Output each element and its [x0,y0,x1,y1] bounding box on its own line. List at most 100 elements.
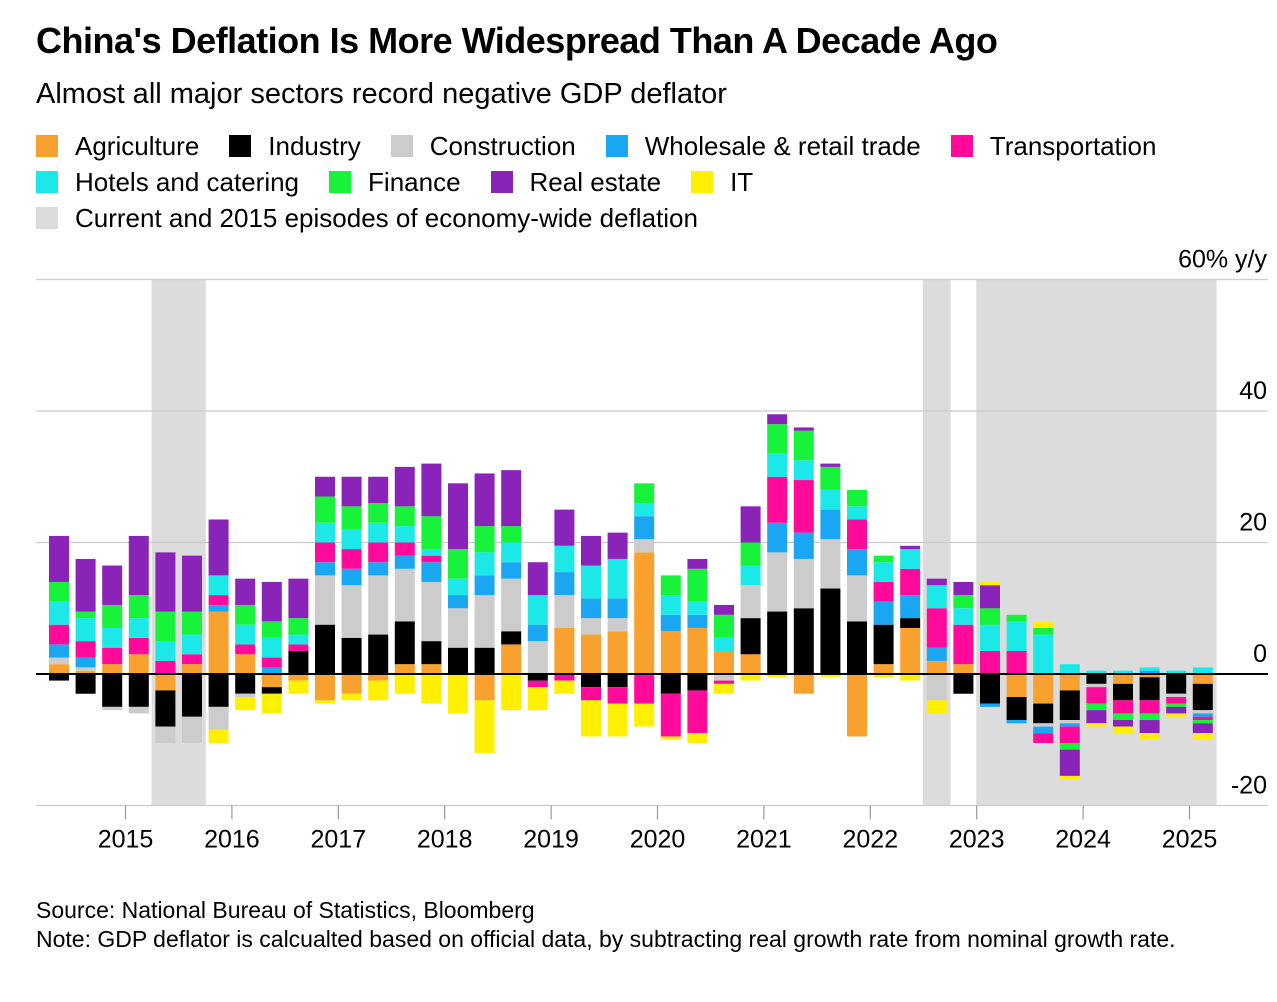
legend-swatch [390,135,413,157]
x-tick-label: 2016 [204,826,260,854]
bar-segment-hotels-and-catering [1059,664,1080,674]
bar-segment-finance [1113,713,1133,721]
bar-segment-hotels-and-catering [315,522,335,543]
bar-segment-agriculture [421,664,442,674]
bar-segment-hotels-and-catering [261,637,282,658]
bar-segment-hotels-and-catering [581,565,601,599]
bar-segment-it [581,700,601,737]
bar-segment-real-estate [421,463,442,517]
bar-segment-agriculture [341,674,362,694]
bar-segment-it [527,687,548,711]
bar-segment-finance [448,549,468,579]
bar-segment-construction [1192,710,1213,714]
bar-segment-hotels-and-catering [687,601,708,615]
bar-segment-construction [341,585,362,638]
bar-segment-industry [953,674,974,694]
bar-segment-hotels-and-catering [926,585,947,609]
bar-segment-agriculture [1006,674,1027,698]
bar-segment-it [1113,726,1133,734]
bar-segment-wholesale-retail-trade [368,562,389,576]
bar-segment-finance [315,496,335,523]
bar-segment-finance [421,516,442,550]
bar-segment-real-estate [980,585,1000,609]
bar-segment-construction [607,618,628,632]
bar-segment-real-estate [75,558,96,612]
bar-segment-agriculture [1139,674,1160,678]
bar-segment-finance [953,595,974,609]
y-tick-label: 20 [1239,509,1267,537]
bar-segment-real-estate [394,466,415,507]
bar-segment-real-estate [1166,706,1187,714]
bar-segment-agriculture [634,552,655,674]
bar-segment-industry [1166,674,1187,694]
bar-segment-real-estate [527,562,548,596]
bar-segment-real-estate [820,463,841,467]
bar-segment-construction [474,595,495,648]
y-tick-label: 0 [1253,640,1267,668]
bar-segment-transportation [315,542,335,563]
bar-segment-industry [341,637,362,674]
legend-item-it: IT [691,167,753,198]
bar-segment-it [1192,733,1213,740]
bar-segment-it [448,674,468,714]
bar-segment-wholesale-retail-trade [767,522,788,553]
legend-row: Hotels and catering Finance Real estate … [36,164,1276,200]
bar-segment-transportation [581,687,601,701]
bar-segment-it [714,683,734,694]
bar-segment-real-estate [793,427,814,431]
bar-segment-industry [820,588,841,674]
bar-segment-construction [1033,723,1054,727]
bar-segment-construction [767,552,788,612]
bar-segment-wholesale-retail-trade [474,575,495,596]
bar-segment-real-estate [953,581,974,596]
bar-segment-it [687,733,708,744]
legend-label: Industry [268,130,361,161]
bar-segment-industry [128,674,149,707]
bar-segment-wholesale-retail-trade [980,703,1000,707]
legend-label: Wholesale & retail trade [644,130,921,161]
bar-segment-hotels-and-catering [501,542,522,563]
bar-segment-hotels-and-catering [102,627,123,648]
bar-segment-hotels-and-catering [421,549,442,556]
bar-segment-agriculture [261,674,282,688]
bar-segment-real-estate [49,535,69,582]
bar-segment-construction [448,608,468,648]
y-tick-label: 60% y/y [1178,246,1267,274]
chart-title: China's Deflation Is More Widespread Tha… [36,20,998,61]
legend-item-real-estate: Real estate [490,167,661,198]
bar-segment-finance [128,595,149,619]
bar-segment-industry [687,674,708,691]
bar-segment-agriculture [501,644,522,674]
bar-segment-transportation [49,624,69,645]
bar-segment-transportation [926,608,947,648]
bar-segment-transportation [634,674,655,704]
bar-segment-agriculture [235,654,256,674]
bar-segment-real-estate [740,506,761,543]
bar-segment-finance [980,608,1000,625]
legend-swatch [950,135,973,157]
bar-segment-hotels-and-catering [208,575,229,596]
bar-segment-transportation [75,641,96,658]
bar-segment-agriculture [607,631,628,674]
bar-segment-real-estate [448,483,468,550]
x-tick-label: 2018 [417,826,473,854]
bar-segment-agriculture [208,611,229,674]
bar-segment-hotels-and-catering [554,545,575,573]
bar-segment-hotels-and-catering [873,562,894,582]
legend-item-agriculture: Agriculture [36,131,199,162]
bar-segment-construction [527,641,548,674]
bar-segment-construction [554,595,575,628]
bar-segment-wholesale-retail-trade [421,562,442,582]
bar-segment-industry [767,611,788,674]
bar-segment-it [926,700,947,714]
bar-segment-hotels-and-catering [900,549,921,569]
bar-segment-industry [1113,683,1133,701]
bar-segment-finance [394,506,415,527]
bar-segment-hotels-and-catering [980,624,1000,651]
bar-segment-it [341,693,362,701]
bar-segment-transportation [1113,700,1133,714]
legend-item-transportation: Transportation [950,131,1156,162]
bar-segment-wholesale-retail-trade [1192,713,1213,717]
bar-segment-construction [394,568,415,622]
bar-segment-construction [501,578,522,632]
